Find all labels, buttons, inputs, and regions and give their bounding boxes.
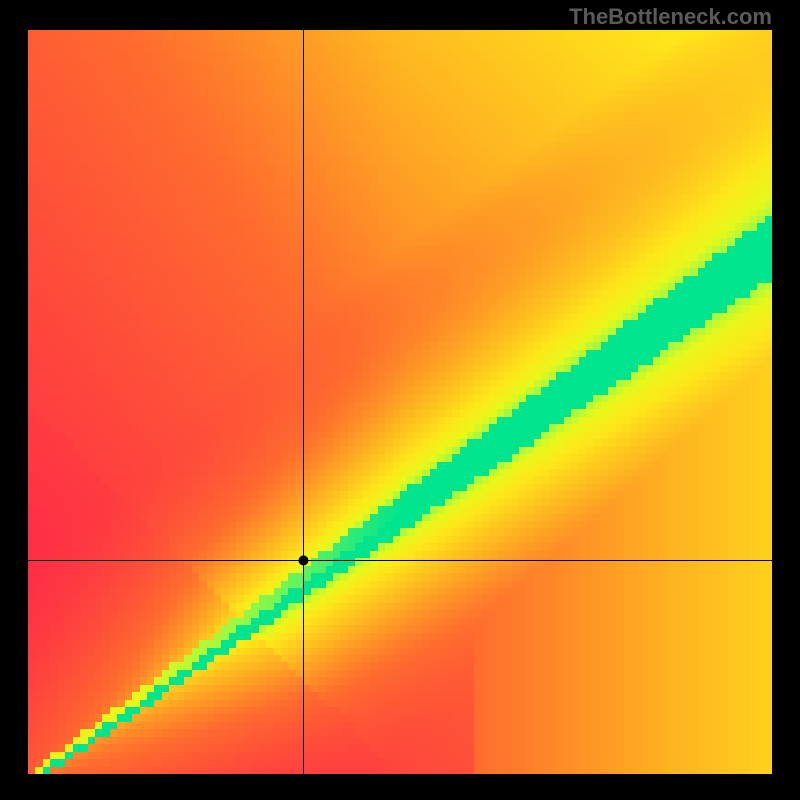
chart-container: TheBottleneck.com: [0, 0, 800, 800]
bottleneck-heatmap: [28, 30, 772, 774]
watermark-text: TheBottleneck.com: [569, 4, 772, 30]
